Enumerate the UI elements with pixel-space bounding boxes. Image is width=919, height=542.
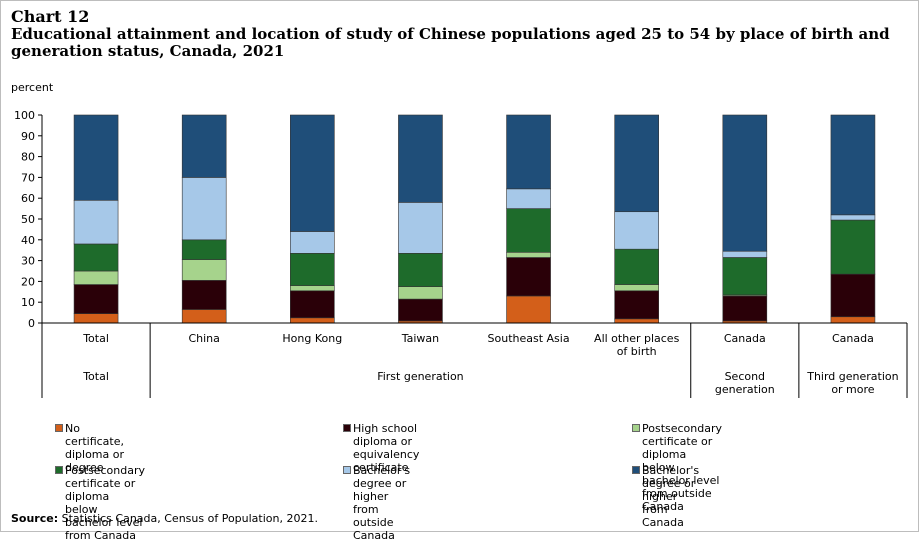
bar-segment-3: [290, 285, 335, 292]
legend-swatch: [343, 466, 351, 474]
group-label: Third generation or more: [806, 370, 898, 396]
bar-segment-3: [181, 259, 227, 281]
bar-segment-5: [722, 250, 768, 258]
group-label: Total: [82, 370, 109, 383]
bar-segment-5: [398, 202, 443, 254]
bar-segment-3: [506, 251, 551, 258]
bar-segment-6: [614, 114, 659, 213]
bar-segment-6: [722, 114, 768, 252]
category-label: Total: [82, 332, 109, 345]
chart-label: Chart 12: [11, 7, 90, 26]
y-tick-label: 90: [21, 130, 35, 143]
source-label: Source:: [11, 512, 59, 525]
bar-segment-1: [830, 316, 876, 324]
source-note: Source: Statistics Canada, Census of Pop…: [11, 512, 318, 525]
bar-segment-4: [181, 239, 227, 260]
bar-segment-1: [506, 295, 551, 324]
bar-segment-2: [722, 295, 768, 322]
legend-swatch: [632, 424, 640, 432]
legend-swatch: [343, 424, 351, 432]
category-label: Taiwan: [401, 332, 439, 345]
legend-label: Bachelor's degree or higher from outside…: [353, 464, 411, 542]
legend-swatch: [55, 466, 63, 474]
y-tick-label: 0: [28, 317, 35, 330]
group-label: First generation: [377, 370, 463, 383]
legend-label: Postsecondary certificate or diploma bel…: [642, 422, 723, 513]
bar-segment-1: [181, 309, 227, 324]
y-tick-label: 10: [21, 296, 35, 309]
bar-segment-6: [290, 114, 335, 232]
category-label: Canada: [724, 332, 766, 345]
y-tick-label: 30: [21, 255, 35, 268]
bar-segment-2: [73, 284, 119, 314]
bar-segment-6: [506, 114, 551, 190]
legend-label: Bachelor's degree or higher from Canada: [642, 464, 700, 529]
bar-segment-1: [614, 318, 659, 324]
bar-segment-2: [181, 280, 227, 310]
y-tick-label: 70: [21, 171, 35, 184]
source-text: Statistics Canada, Census of Population,…: [61, 512, 318, 525]
bar-segment-1: [73, 313, 119, 324]
bar-segment-3: [614, 284, 659, 292]
bar-segment-4: [290, 253, 335, 286]
bar-segment-2: [398, 298, 443, 322]
category-label: Southeast Asia: [488, 332, 570, 345]
legend-label: Postsecondary certificate or diploma bel…: [65, 464, 146, 542]
y-axis-label: percent: [11, 81, 54, 94]
y-tick-label: 40: [21, 234, 35, 247]
category-label: Hong Kong: [282, 332, 342, 345]
category-label: All other places of birth: [594, 332, 680, 358]
bar-segment-5: [614, 211, 659, 250]
category-label: Canada: [832, 332, 874, 345]
y-tick-label: 20: [21, 275, 35, 288]
bar-segment-6: [398, 114, 443, 203]
bar-segment-2: [290, 290, 335, 319]
y-tick-label: 100: [14, 109, 35, 122]
bar-segment-2: [614, 290, 659, 320]
bar-segment-5: [506, 188, 551, 209]
group-label: Second generation: [715, 370, 775, 396]
legend-swatch: [55, 424, 63, 432]
bar-segment-5: [181, 177, 227, 241]
bar-segment-2: [830, 273, 876, 318]
chart-title: Educational attainment and location of s…: [11, 25, 890, 60]
legend-label: High school diploma or equivalency certi…: [353, 422, 420, 474]
bar-segment-4: [722, 257, 768, 296]
y-tick-label: 50: [21, 213, 35, 226]
bar-segment-6: [73, 114, 119, 201]
bar-segment-4: [830, 219, 876, 275]
bar-segment-3: [73, 270, 119, 285]
y-tick-label: 60: [21, 192, 35, 205]
bar-segment-3: [398, 286, 443, 300]
category-label: China: [188, 332, 219, 345]
bar-segment-4: [398, 253, 443, 287]
bar-segment-4: [614, 248, 659, 285]
bar-segment-6: [830, 114, 876, 216]
bar-segment-4: [73, 243, 119, 272]
legend-swatch: [632, 466, 640, 474]
bar-segment-5: [830, 214, 876, 221]
bar-segment-1: [290, 317, 335, 324]
legend-label: No certificate, diploma or degree: [65, 422, 125, 474]
bar-segment-5: [290, 231, 335, 254]
bar-segment-4: [506, 208, 551, 253]
bar-segment-2: [506, 257, 551, 297]
bar-segment-6: [181, 114, 227, 178]
bar-segment-5: [73, 199, 119, 245]
y-tick-label: 80: [21, 151, 35, 164]
